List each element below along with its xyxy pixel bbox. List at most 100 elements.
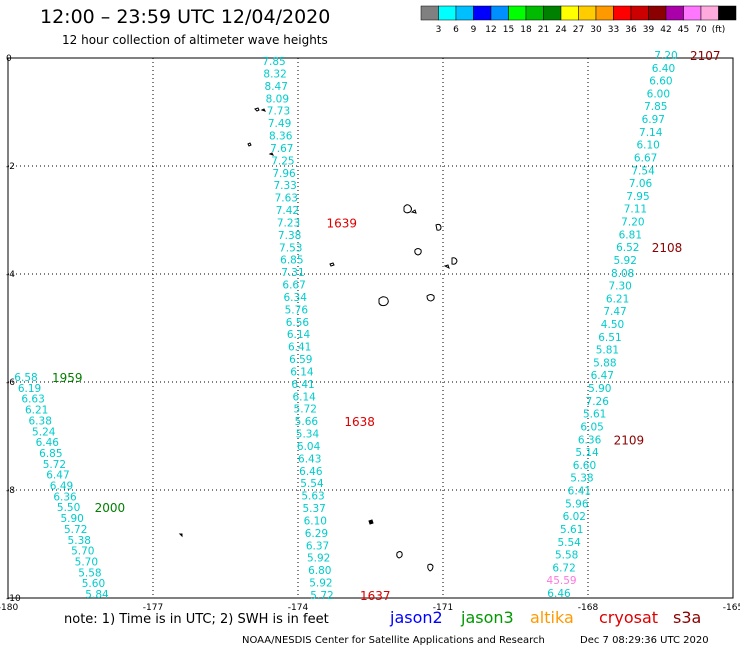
island-outline bbox=[414, 248, 422, 256]
map-subtitle: 12 hour collection of altimeter wave hei… bbox=[62, 33, 328, 47]
wave-height-label: 5.61 bbox=[560, 524, 583, 536]
wave-height-label: 7.20 bbox=[654, 50, 677, 62]
color-scale-label: 30 bbox=[590, 25, 602, 35]
wave-height-label: 5.58 bbox=[555, 550, 578, 562]
wave-height-label: 6.43 bbox=[298, 453, 321, 465]
island-outline bbox=[268, 152, 274, 156]
generation-timestamp: Dec 7 08:29:36 UTC 2020 bbox=[580, 635, 709, 646]
color-scale-label: 39 bbox=[643, 25, 655, 35]
wave-height-label: 8.08 bbox=[611, 268, 634, 280]
wave-height-label: 7.63 bbox=[275, 193, 298, 205]
wave-height-label: 5.34 bbox=[296, 429, 320, 441]
wave-height-label: 6.36 bbox=[53, 491, 77, 503]
wave-height-label: 6.67 bbox=[282, 280, 305, 292]
wave-height-label: 5.96 bbox=[565, 498, 589, 510]
wave-height-label: 6.34 bbox=[284, 292, 308, 304]
pass-time-label: 1639 bbox=[327, 216, 358, 230]
wave-height-label: 7.53 bbox=[279, 242, 302, 254]
wave-height-label: 6.63 bbox=[21, 394, 44, 406]
legend-s3a: s3a bbox=[673, 608, 702, 627]
wave-height-label: 6.81 bbox=[619, 229, 642, 241]
color-scale-label: 33 bbox=[608, 25, 619, 35]
pass-time-label: 1638 bbox=[344, 415, 375, 429]
wave-height-label: 7.31 bbox=[281, 267, 304, 279]
wave-height-label: 6.41 bbox=[568, 486, 591, 498]
wave-height-label: 5.54 bbox=[300, 478, 324, 490]
wave-height-label: 5.92 bbox=[614, 255, 637, 267]
wave-height-label: 6.40 bbox=[652, 63, 675, 75]
color-scale-unit: (ft) bbox=[712, 25, 726, 35]
color-scale-label: 70 bbox=[695, 25, 707, 35]
color-scale-label: 3 bbox=[436, 25, 442, 35]
wave-height-label: 7.23 bbox=[277, 217, 300, 229]
pass-time-label: 1959 bbox=[52, 371, 83, 385]
legend-jason2: jason2 bbox=[390, 608, 443, 627]
color-scale-label: 18 bbox=[520, 25, 532, 35]
wave-height-label: 5.92 bbox=[307, 553, 330, 565]
longitude-tick-label: -168 bbox=[578, 603, 599, 613]
wave-height-label: 8.09 bbox=[266, 93, 289, 105]
wave-height-label: 6.21 bbox=[25, 405, 48, 417]
wave-height-label: 6.97 bbox=[642, 114, 665, 126]
wave-height-label: 7.38 bbox=[278, 230, 301, 242]
island-outline bbox=[260, 108, 266, 112]
wave-height-label: 5.90 bbox=[60, 513, 83, 525]
island-outline bbox=[378, 296, 389, 307]
color-scale-label: 12 bbox=[485, 25, 496, 35]
wave-height-label: 7.42 bbox=[276, 205, 299, 217]
wave-height-label: 6.47 bbox=[46, 470, 69, 482]
legend-jason3: jason3 bbox=[461, 608, 514, 627]
wave-height-label: 7.30 bbox=[608, 281, 631, 293]
wave-height-label: 6.02 bbox=[563, 511, 586, 523]
longitude-tick-label: -177 bbox=[143, 603, 163, 613]
wave-height-label: 7.95 bbox=[626, 191, 649, 203]
wave-height-label: 6.80 bbox=[308, 565, 331, 577]
credit-line: NOAA/NESDIS Center for Satellite Applica… bbox=[242, 635, 545, 646]
wave-height-label: 7.06 bbox=[629, 178, 653, 190]
wave-height-label: 7.49 bbox=[268, 118, 291, 130]
wave-height-label: 5.61 bbox=[583, 409, 606, 421]
wave-height-label: 5.24 bbox=[32, 426, 56, 438]
wave-height-label: 5.76 bbox=[285, 304, 309, 316]
wave-height-label: 6.46 bbox=[36, 437, 60, 449]
color-scale-legend: 3 6 9 12 15 18 21 24 27 30 33 36 39 42 45 70 (ft) bbox=[420, 5, 737, 35]
wave-height-label: 6.41 bbox=[288, 342, 311, 354]
wave-height-label: 6.41 bbox=[291, 379, 314, 391]
color-scale-label: 42 bbox=[660, 25, 671, 35]
wave-height-label: 5.60 bbox=[82, 578, 105, 590]
wave-height-label: 7.47 bbox=[603, 306, 626, 318]
wave-height-label: 6.10 bbox=[304, 515, 327, 527]
longitude-tick-label: -174 bbox=[288, 603, 309, 613]
wave-height-label: 6.72 bbox=[552, 562, 575, 574]
wave-height-label: 6.14 bbox=[292, 391, 316, 403]
color-scale-label: 36 bbox=[625, 25, 637, 35]
wave-height-label: 5.38 bbox=[68, 535, 91, 547]
wave-height-label: 6.29 bbox=[305, 528, 328, 540]
latitude-tick-label: -4 bbox=[6, 270, 15, 280]
axis-tick-labels: -180 -177 -174 -171 -168 -165 0 -2 -4 -6 -8 -10 bbox=[0, 54, 740, 613]
wave-height-label: 6.56 bbox=[286, 317, 310, 329]
wave-height-label: 5.38 bbox=[570, 473, 593, 485]
wave-height-label: 6.14 bbox=[287, 329, 311, 341]
wave-height-label: 5.72 bbox=[64, 524, 87, 536]
wave-height-label: 6.21 bbox=[606, 293, 629, 305]
latitude-tick-label: -8 bbox=[6, 486, 15, 496]
latitude-tick-label: -10 bbox=[6, 594, 21, 604]
pass-time-label: 2107 bbox=[690, 49, 721, 63]
wave-height-label: 5.70 bbox=[71, 546, 94, 558]
wave-height-label: 5.90 bbox=[588, 383, 611, 395]
legend-altika: altika bbox=[530, 608, 574, 627]
color-swatch bbox=[718, 5, 737, 21]
wave-height-label: 6.59 bbox=[289, 354, 312, 366]
island-outline bbox=[427, 563, 434, 572]
island-outline bbox=[403, 204, 417, 214]
wave-height-label: 6.67 bbox=[634, 152, 657, 164]
wave-height-label: 7.85 bbox=[644, 101, 667, 113]
color-scale-label: 15 bbox=[503, 25, 514, 35]
wave-height-label: 7.54 bbox=[631, 165, 655, 177]
wave-height-label: 6.51 bbox=[598, 332, 621, 344]
map-title: 12:00 – 23:59 UTC 12/04/2020 bbox=[40, 6, 331, 28]
color-scale-label: 24 bbox=[555, 25, 567, 35]
wave-height-label: 8.32 bbox=[263, 68, 286, 80]
